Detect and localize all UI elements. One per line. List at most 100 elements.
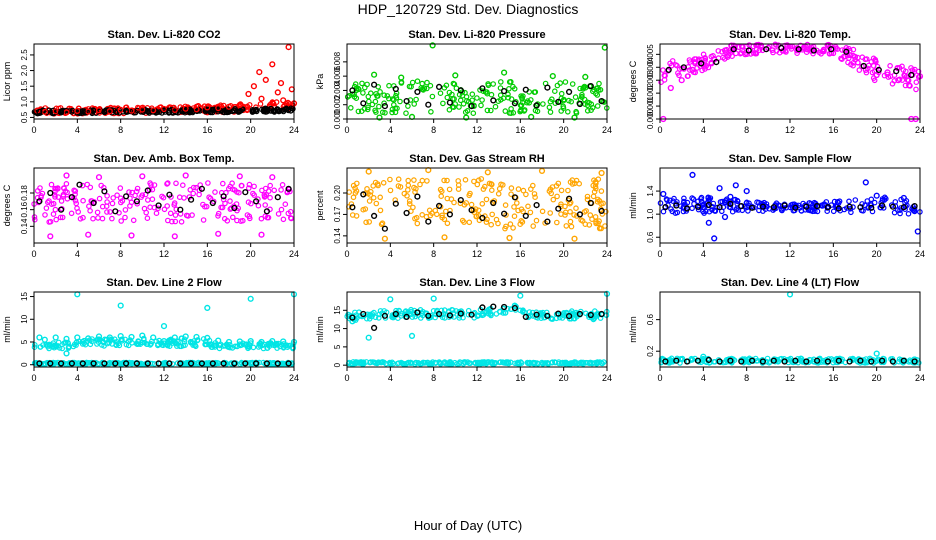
data-point — [76, 181, 83, 188]
data-point — [576, 310, 584, 318]
data-point — [287, 107, 294, 114]
data-point — [821, 48, 827, 55]
data-point — [587, 199, 594, 207]
x-tick-label: 12 — [785, 249, 795, 259]
data-point — [468, 207, 475, 214]
y-axis-label: degrees C — [628, 60, 638, 102]
data-point — [594, 92, 601, 98]
data-point — [389, 109, 395, 116]
data-point — [716, 204, 723, 211]
data-point — [231, 360, 238, 367]
data-point — [150, 107, 157, 114]
data-point — [408, 308, 414, 315]
data-point — [72, 359, 79, 366]
data-point — [285, 43, 292, 51]
data-point — [810, 47, 817, 54]
data-point — [738, 358, 745, 365]
data-point — [412, 215, 418, 222]
data-point — [478, 359, 484, 366]
data-point — [412, 189, 418, 195]
data-point — [544, 218, 551, 225]
panel-9: Stan. Dev. Line 4 (LT) Flow ml/min 0 4 8 12 16… — [628, 277, 925, 383]
data-point — [101, 188, 108, 195]
y-tick-label: 5 — [20, 339, 29, 344]
data-point — [128, 232, 135, 239]
data-point — [245, 199, 252, 206]
data-point — [375, 315, 382, 321]
data-point — [561, 359, 568, 366]
data-point — [231, 204, 238, 212]
data-point — [518, 218, 525, 224]
x-tick-label: 0 — [31, 125, 36, 135]
x-tick-label: 12 — [159, 249, 169, 259]
data-point — [490, 303, 497, 310]
data-point — [664, 197, 670, 203]
panel-title: Stan. Dev. Sample Flow — [729, 153, 852, 165]
data-point — [166, 107, 173, 114]
data-point — [689, 205, 695, 212]
data-point — [352, 309, 358, 316]
data-point — [406, 198, 413, 204]
data-point — [53, 216, 60, 223]
data-point — [251, 183, 257, 190]
data-point — [465, 307, 472, 314]
data-point — [269, 99, 276, 105]
data-point — [755, 41, 762, 48]
series-1 — [660, 171, 921, 242]
data-point — [873, 192, 880, 199]
data-point — [412, 361, 418, 367]
data-point — [484, 169, 491, 176]
data-point — [220, 180, 226, 187]
series-2 — [36, 181, 292, 215]
data-point — [271, 187, 278, 194]
data-point — [446, 186, 453, 193]
data-point — [263, 360, 271, 367]
data-point — [895, 77, 902, 84]
data-point — [546, 188, 553, 195]
data-point — [36, 198, 43, 205]
data-point — [495, 191, 502, 197]
x-tick-label: 24 — [915, 249, 925, 259]
data-point — [597, 87, 604, 93]
data-point — [660, 190, 667, 198]
data-point — [250, 107, 257, 114]
y-axis-label: ml/min — [315, 316, 325, 343]
x-tick-label: 4 — [701, 373, 706, 383]
data-point — [558, 108, 565, 114]
data-point — [506, 79, 513, 85]
data-point — [479, 201, 486, 207]
x-tick-label: 24 — [289, 249, 299, 259]
data-point — [90, 199, 97, 207]
data-point — [58, 198, 65, 204]
data-point — [151, 182, 158, 188]
data-point — [68, 210, 75, 217]
data-point — [441, 359, 448, 365]
data-point — [897, 207, 903, 214]
data-point — [905, 211, 912, 217]
x-tick-label: 16 — [515, 125, 525, 135]
data-point — [488, 187, 495, 194]
y-tick-label: 0.18 — [20, 185, 29, 201]
data-point — [79, 360, 86, 367]
data-point — [745, 208, 751, 214]
x-tick-label: 8 — [431, 373, 436, 383]
data-point — [144, 108, 151, 115]
x-tick-label: 4 — [388, 125, 393, 135]
data-point — [889, 358, 897, 365]
x-tick-label: 8 — [118, 249, 123, 259]
data-point — [72, 191, 78, 198]
data-point — [873, 71, 880, 79]
data-point — [469, 91, 476, 98]
data-point — [505, 91, 511, 98]
data-point — [594, 103, 601, 109]
data-point — [437, 90, 444, 97]
data-point — [848, 209, 854, 216]
data-point — [193, 343, 199, 350]
data-point — [258, 338, 265, 346]
data-point — [278, 187, 284, 193]
data-point — [459, 217, 466, 224]
data-point — [550, 196, 557, 203]
data-point — [860, 62, 867, 70]
data-point — [908, 71, 915, 79]
